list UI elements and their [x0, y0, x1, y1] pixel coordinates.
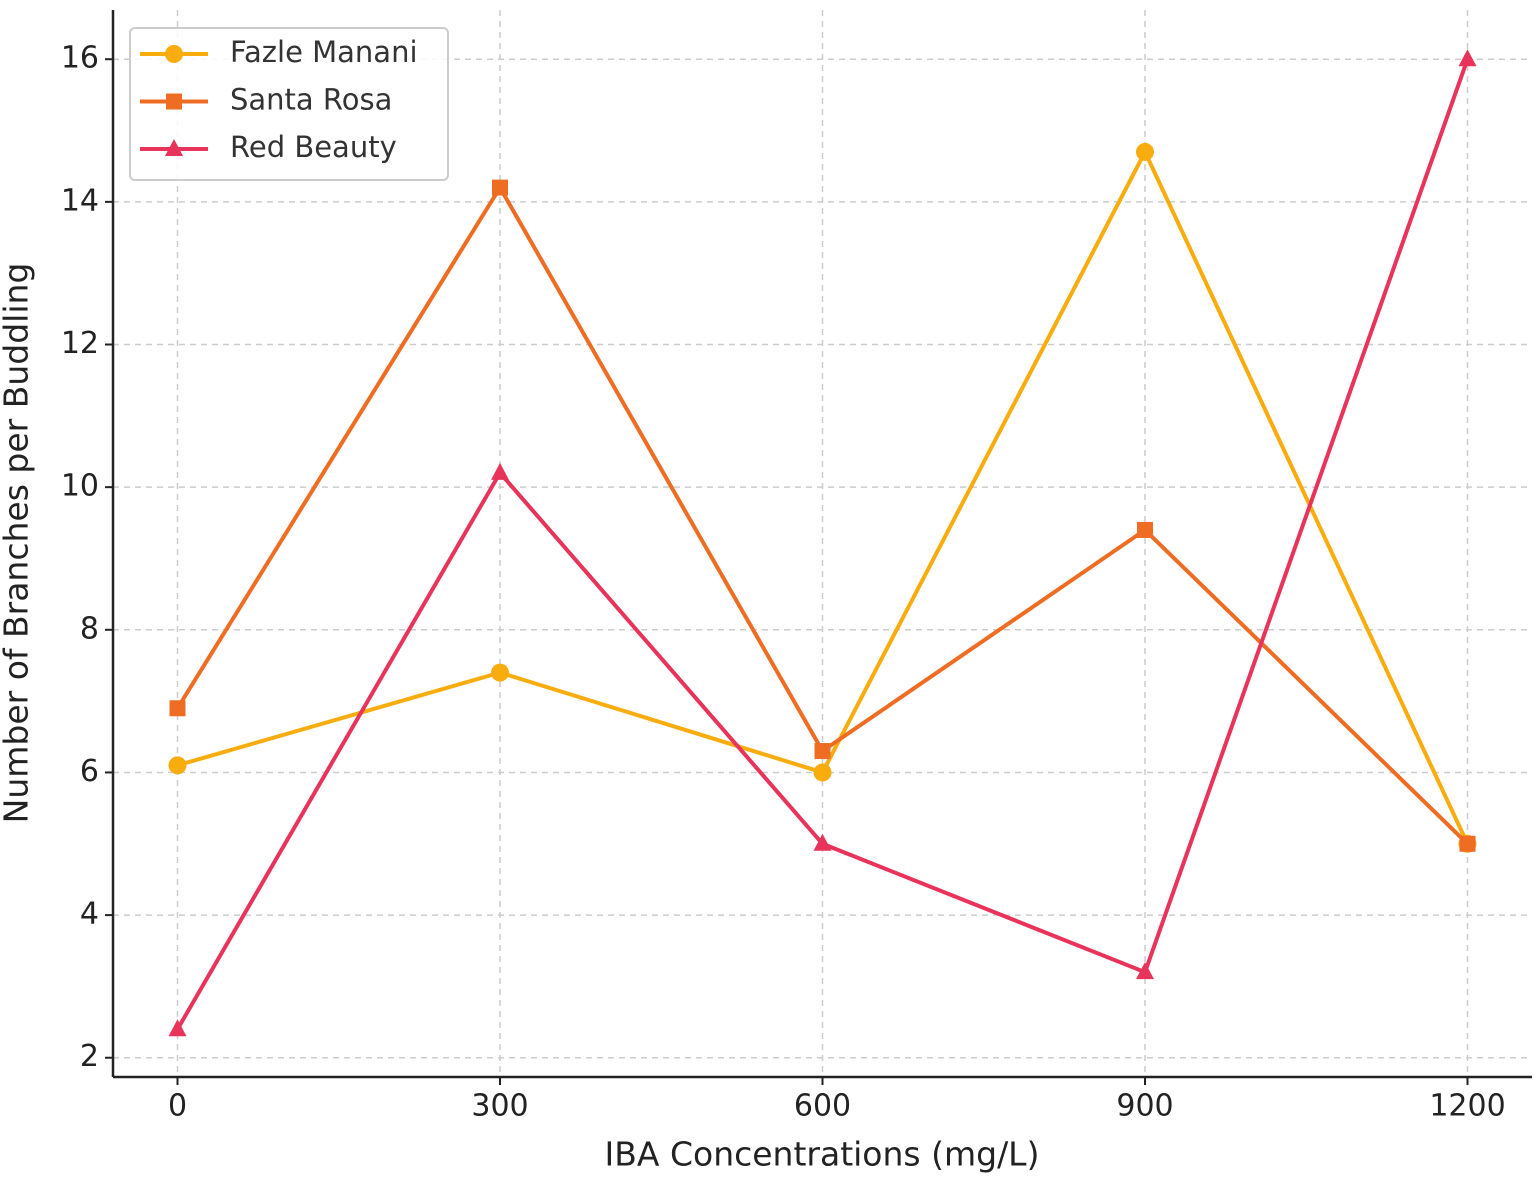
- marker: [813, 763, 832, 782]
- legend-label: Fazle Manani: [230, 35, 418, 69]
- x-tick-label: 300: [471, 1089, 528, 1124]
- legend-marker: [165, 139, 183, 156]
- y-tick-label: 2: [80, 1039, 99, 1074]
- marker: [491, 462, 509, 480]
- marker: [1136, 142, 1154, 161]
- marker: [1458, 49, 1477, 67]
- x-tick-label: 600: [794, 1089, 851, 1124]
- x-tick-label: 1200: [1429, 1089, 1505, 1124]
- legend-marker: [166, 93, 182, 110]
- marker: [491, 663, 509, 682]
- marker: [168, 1019, 187, 1037]
- y-tick-label: 4: [80, 897, 99, 932]
- marker: [1459, 835, 1476, 852]
- x-tick-label: 900: [1116, 1089, 1173, 1124]
- marker: [1137, 521, 1153, 538]
- marker: [813, 833, 832, 851]
- y-tick-label: 16: [61, 41, 99, 76]
- legend-box: [129, 27, 449, 181]
- x-axis-label: IBA Concentrations (mg/L): [605, 1135, 1040, 1174]
- marker: [1136, 962, 1154, 980]
- y-tick-label: 14: [61, 183, 99, 218]
- y-tick-label: 12: [61, 326, 99, 361]
- legend-marker: [165, 45, 183, 63]
- marker: [168, 756, 187, 775]
- x-tick-label: 0: [168, 1089, 187, 1124]
- marker: [492, 179, 508, 196]
- y-tick-label: 8: [80, 611, 99, 646]
- marker: [814, 743, 831, 760]
- y-tick-label: 6: [80, 754, 99, 789]
- y-tick-label: 10: [61, 469, 99, 504]
- legend-label: Red Beauty: [230, 130, 397, 164]
- y-axis-label: Number of Branches per Buddling: [0, 263, 36, 824]
- marker: [169, 700, 186, 717]
- legend-label: Santa Rosa: [230, 83, 392, 117]
